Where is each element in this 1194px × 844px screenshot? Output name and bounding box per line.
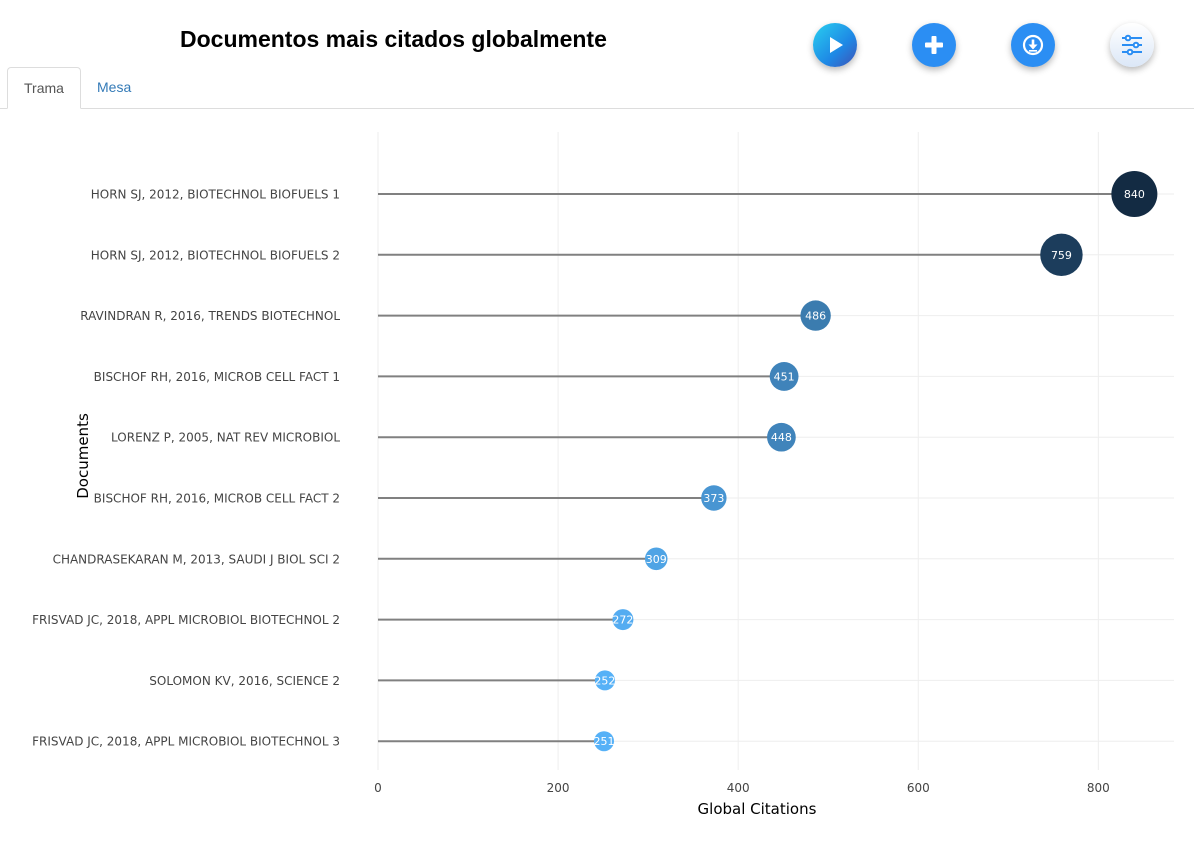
y-axis-title: Documents xyxy=(74,413,92,499)
y-tick-label: BISCHOF RH, 2016, MICROB CELL FACT 1 xyxy=(94,370,340,384)
lollipop-dot[interactable] xyxy=(1040,233,1083,277)
page-title: Documentos mais citados globalmente xyxy=(180,26,607,52)
settings-button[interactable] xyxy=(1110,23,1154,67)
data-label: 272 xyxy=(612,614,633,627)
lollipop-dot[interactable] xyxy=(612,609,634,631)
x-tick-label: 600 xyxy=(907,781,930,795)
lollipop-dot[interactable] xyxy=(701,485,727,511)
x-tick-label: 200 xyxy=(547,781,570,795)
lollipop-point[interactable]: 840 xyxy=(1111,171,1158,217)
lollipop-dot[interactable] xyxy=(594,731,615,752)
lollipop-point[interactable]: 448 xyxy=(767,422,796,452)
lollipop-dot[interactable] xyxy=(769,361,799,391)
sliders-icon xyxy=(1122,34,1142,56)
data-label: 759 xyxy=(1051,249,1072,262)
tab-bar: Trama Mesa xyxy=(0,67,1194,109)
data-label: 309 xyxy=(646,553,667,566)
y-tick-label: HORN SJ, 2012, BIOTECHNOL BIOFUELS 2 xyxy=(91,248,340,262)
data-label: 373 xyxy=(703,492,724,505)
data-label: 448 xyxy=(771,431,792,444)
lollipop-point[interactable]: 309 xyxy=(644,547,668,571)
x-axis-title: Global Citations xyxy=(698,800,817,818)
lollipop-point[interactable]: 251 xyxy=(594,731,615,752)
lollipop-dot[interactable] xyxy=(767,422,796,452)
lollipop-dot[interactable] xyxy=(800,300,831,331)
y-tick-label: CHANDRASEKARAN M, 2013, SAUDI J BIOL SCI… xyxy=(53,552,340,566)
tab-trama[interactable]: Trama xyxy=(7,67,81,109)
x-tick-label: 0 xyxy=(374,781,382,795)
lollipop-point[interactable]: 272 xyxy=(612,609,634,631)
x-tick-label: 400 xyxy=(727,781,750,795)
play-icon xyxy=(830,37,843,53)
y-tick-label: HORN SJ, 2012, BIOTECHNOL BIOFUELS 1 xyxy=(91,188,340,202)
data-label: 840 xyxy=(1124,188,1145,201)
lollipop-chart: HORN SJ, 2012, BIOTECHNOL BIOFUELS 1 HORN… xyxy=(32,132,1174,818)
lollipop-point[interactable]: 486 xyxy=(800,300,831,331)
tab-mesa[interactable]: Mesa xyxy=(97,79,132,95)
y-tick-label: SOLOMON KV, 2016, SCIENCE 2 xyxy=(149,674,340,688)
lollipop-point[interactable]: 759 xyxy=(1040,233,1083,277)
download-button[interactable] xyxy=(1011,23,1055,67)
y-tick-label: RAVINDRAN R, 2016, TRENDS BIOTECHNOL xyxy=(80,309,340,323)
y-tick-label: FRISVAD JC, 2018, APPL MICROBIOL BIOTECH… xyxy=(32,735,340,749)
y-tick-label: BISCHOF RH, 2016, MICROB CELL FACT 2 xyxy=(94,492,340,506)
lollipop-dot[interactable] xyxy=(594,670,615,691)
lollipop-dot[interactable] xyxy=(644,547,668,571)
x-tick-label: 800 xyxy=(1087,781,1110,795)
lollipop-point[interactable]: 451 xyxy=(769,361,799,391)
y-tick-label: FRISVAD JC, 2018, APPL MICROBIOL BIOTECH… xyxy=(32,613,340,627)
lollipop-point[interactable]: 373 xyxy=(701,485,727,511)
data-label: 252 xyxy=(594,674,615,687)
download-icon xyxy=(1022,34,1044,56)
plus-icon xyxy=(925,36,943,54)
lollipop-point[interactable]: 252 xyxy=(594,670,615,691)
play-button[interactable] xyxy=(813,23,857,67)
lollipop-dot[interactable] xyxy=(1111,171,1158,217)
data-label: 486 xyxy=(805,310,826,323)
y-tick-label: LORENZ P, 2005, NAT REV MICROBIOL xyxy=(111,431,340,445)
data-label: 251 xyxy=(594,735,615,748)
data-label: 451 xyxy=(774,370,795,383)
add-button[interactable] xyxy=(912,23,956,67)
